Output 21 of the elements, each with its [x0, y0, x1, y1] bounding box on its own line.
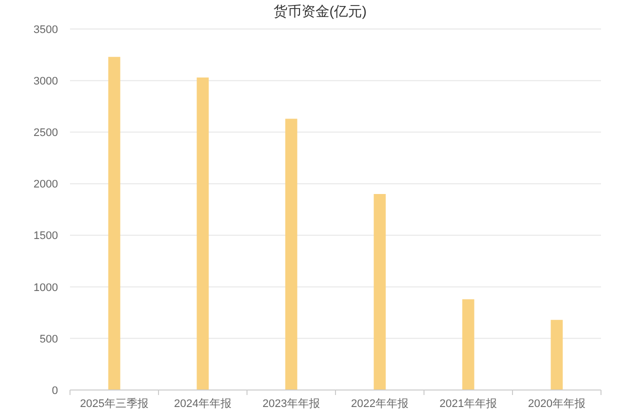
- bar: [550, 320, 563, 390]
- x-tick-label: 2025年三季报: [80, 397, 148, 410]
- bar: [462, 299, 474, 390]
- y-tick-label: 3000: [34, 75, 58, 88]
- y-tick-label: 500: [40, 333, 58, 346]
- x-tick-label: 2020年年报: [528, 398, 586, 410]
- y-tick-label: 3500: [34, 24, 58, 36]
- bar: [374, 194, 386, 390]
- x-tick-label: 2021年年报: [440, 398, 497, 410]
- bar: [196, 77, 209, 390]
- y-tick-label: 1500: [34, 230, 58, 242]
- bar: [285, 118, 298, 390]
- chart-title: 货币资金(亿元): [272, 3, 368, 21]
- y-tick-label: 0: [52, 384, 58, 397]
- y-tick-label: 1000: [34, 282, 58, 294]
- y-tick-label: 2500: [34, 127, 58, 140]
- x-tick-label: 2024年年报: [174, 398, 232, 410]
- x-tick-label: 2023年年报: [262, 398, 320, 410]
- bar: [108, 56, 120, 390]
- y-tick-label: 2000: [34, 178, 58, 191]
- x-tick-label: 2022年年报: [351, 398, 408, 410]
